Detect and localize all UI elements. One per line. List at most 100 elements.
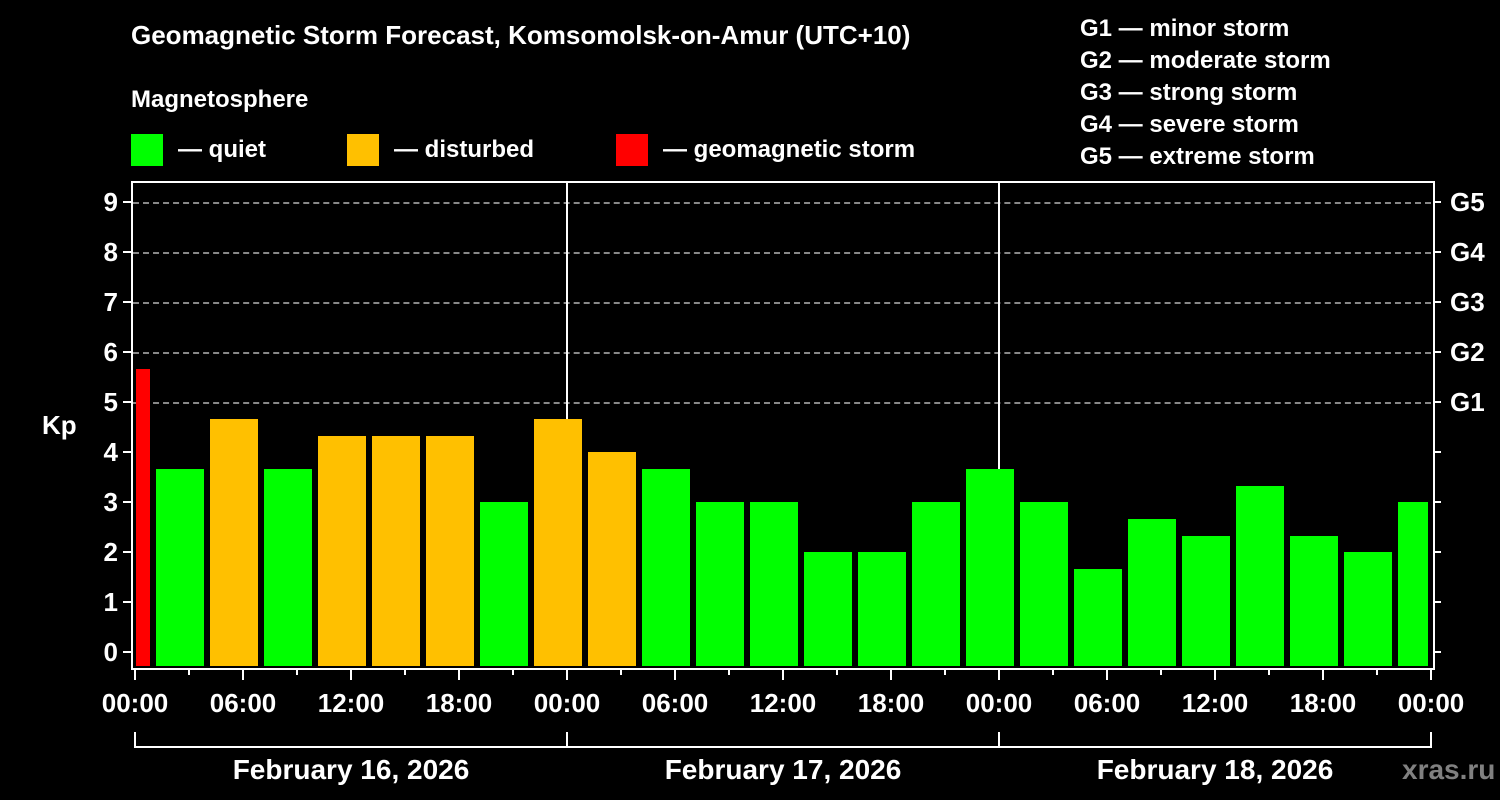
x-tick-label: 00:00 [965, 688, 1033, 718]
x-tick-label: 12:00 [317, 688, 385, 718]
y-axis-label: Kp [42, 410, 77, 440]
y-tick-right [1433, 501, 1441, 503]
x-tick-major [674, 668, 676, 680]
y-tick-label: 2 [103, 537, 118, 567]
kp-bar-quiet [966, 468, 1014, 666]
x-tick-major [782, 668, 784, 680]
x-tick-label: 12:00 [1181, 688, 1249, 718]
date-bracket-tick [134, 732, 136, 748]
y-tick [123, 301, 131, 303]
legend-disturbed: — disturbed [347, 133, 534, 167]
legend-quiet: — quiet [131, 133, 266, 167]
chart-title: Geomagnetic Storm Forecast, Komsomolsk-o… [131, 20, 911, 50]
kp-bar-quiet [1398, 502, 1428, 666]
x-tick-minor [836, 668, 838, 675]
kp-bar-disturbed [318, 435, 366, 666]
y-tick [123, 401, 131, 403]
y-tick [123, 251, 131, 253]
y-tick [123, 651, 131, 653]
chart-subtitle: Magnetosphere [131, 86, 309, 113]
kp-bar-quiet [696, 502, 744, 666]
y-tick [123, 501, 131, 503]
y-tick-label: 5 [103, 387, 118, 417]
x-tick-minor [512, 668, 514, 675]
x-tick-minor [1268, 668, 1270, 675]
x-tick-label: 00:00 [101, 688, 169, 718]
x-tick-minor [404, 668, 406, 675]
y-tick-label: 1 [103, 587, 118, 617]
legend-quiet-label: — quiet [178, 136, 266, 163]
x-tick-minor [1376, 668, 1378, 675]
x-tick-minor [1160, 668, 1162, 675]
x-tick-label: 06:00 [209, 688, 277, 718]
date-bracket-tick [1430, 732, 1432, 748]
kp-bar-disturbed [210, 418, 258, 666]
x-tick-label: 18:00 [1289, 688, 1357, 718]
x-tick-major [350, 668, 352, 680]
y-tick-right [1433, 551, 1441, 553]
kp-bar-quiet [1344, 552, 1392, 666]
kp-bar-quiet [750, 502, 798, 666]
date-bracket-tick [566, 732, 568, 748]
g2-legend: G2 — moderate storm [1080, 47, 1331, 74]
x-tick-major [1322, 668, 1324, 680]
y-tick-label: 7 [103, 287, 118, 317]
y-tick [123, 201, 131, 203]
y-tick [123, 451, 131, 453]
date-label: February 17, 2026 [664, 754, 902, 785]
kp-bar-quiet [480, 502, 528, 666]
x-tick-major [242, 668, 244, 680]
kp-bar-quiet [1236, 485, 1284, 666]
x-tick-minor [296, 668, 298, 675]
x-tick-label: 00:00 [1397, 688, 1465, 718]
day-divider [998, 183, 1000, 469]
g3-legend: G3 — strong storm [1080, 79, 1298, 106]
y-tick-right [1433, 451, 1441, 453]
x-tick-major [134, 668, 136, 680]
gridline [133, 352, 1431, 354]
kp-bar-quiet [1182, 535, 1230, 666]
day-divider [566, 183, 568, 419]
watermark: xras.ru [1402, 754, 1496, 785]
x-tick-major [566, 668, 568, 680]
y-tick-right [1433, 301, 1441, 303]
y-tick-right [1433, 351, 1441, 353]
kp-bar-disturbed [372, 435, 420, 666]
quiet-swatch-icon [131, 134, 163, 166]
g-scale-label: G4 [1450, 237, 1485, 267]
g-scale-label: G3 [1450, 287, 1485, 317]
x-tick-label: 18:00 [857, 688, 925, 718]
x-tick-minor [944, 668, 946, 675]
y-tick-label: 3 [103, 487, 118, 517]
kp-bar-quiet [1074, 568, 1122, 666]
kp-bar-quiet [912, 502, 960, 666]
storm-swatch-icon [616, 134, 648, 166]
date-bracket-line [135, 746, 1431, 748]
y-tick-label: 4 [103, 437, 118, 467]
x-tick-major [1214, 668, 1216, 680]
kp-bar-quiet [1290, 535, 1338, 666]
kp-bar-disturbed [588, 452, 636, 666]
kp-bar-quiet [1128, 518, 1176, 666]
date-label: February 16, 2026 [232, 754, 470, 785]
g-scale-label: G5 [1450, 187, 1485, 217]
kp-bar-disturbed [534, 418, 582, 666]
y-tick-label: 0 [103, 637, 118, 667]
y-tick-right [1433, 601, 1441, 603]
y-tick-label: 9 [103, 187, 118, 217]
y-tick-label: 8 [103, 237, 118, 267]
g4-legend: G4 — severe storm [1080, 111, 1299, 138]
x-tick-label: 06:00 [641, 688, 709, 718]
x-tick-label: 18:00 [425, 688, 493, 718]
x-tick-minor [188, 668, 190, 675]
x-tick-label: 12:00 [749, 688, 817, 718]
y-tick-right [1433, 401, 1441, 403]
gridline [133, 402, 1431, 404]
kp-bar-quiet [1020, 502, 1068, 666]
disturbed-swatch-icon [347, 134, 379, 166]
y-tick [123, 351, 131, 353]
x-tick-major [458, 668, 460, 680]
x-tick-minor [728, 668, 730, 675]
y-tick-right [1433, 251, 1441, 253]
legend-storm: — geomagnetic storm [616, 133, 915, 167]
